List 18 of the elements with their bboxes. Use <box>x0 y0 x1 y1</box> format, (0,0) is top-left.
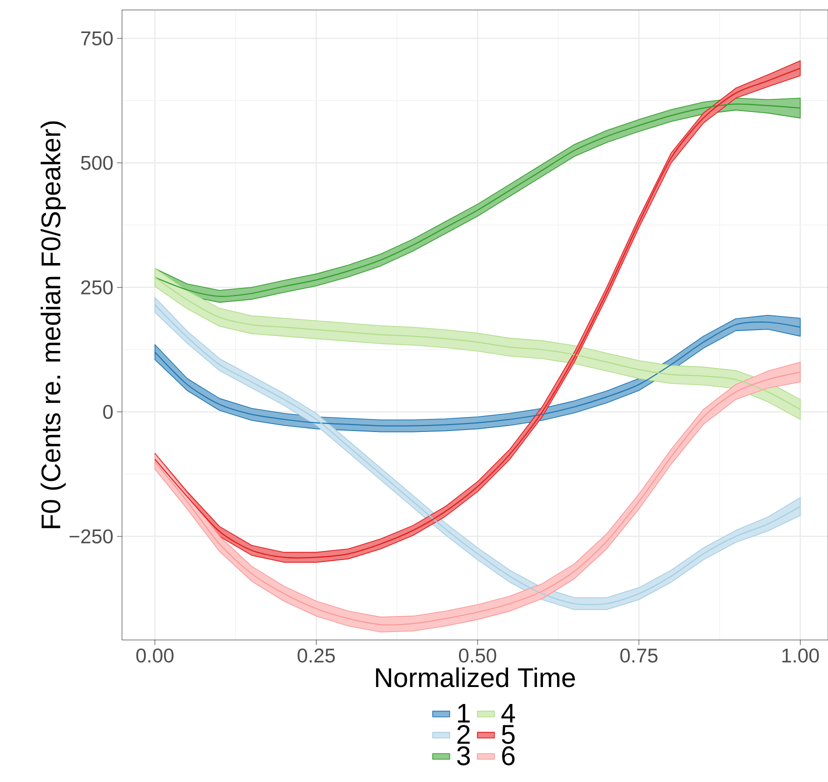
y-tick-label: 0 <box>103 404 113 419</box>
legend-label: 4 <box>501 704 515 723</box>
x-tick-label: 0.00 <box>136 648 174 663</box>
y-tick-label: 500 <box>81 156 113 170</box>
x-tick-label: 0.75 <box>620 648 658 663</box>
legend-label: 6 <box>502 746 515 766</box>
x-tick-label: 0.25 <box>298 648 335 663</box>
legend-label: 2 <box>457 725 470 744</box>
legend-label: 1 <box>458 704 470 723</box>
y-tick-label: 250 <box>81 280 113 294</box>
y-axis-title: F0 (Cents re. median F0/Speaker) <box>40 121 66 528</box>
legend-label: 3 <box>457 746 470 766</box>
y-tick-label: 750 <box>81 31 113 46</box>
legend-label: 5 <box>502 725 515 744</box>
x-tick-label: 0.50 <box>458 648 496 663</box>
x-tick-label: 1.00 <box>782 648 819 663</box>
y-tick-label: −250 <box>70 529 113 544</box>
x-axis-title: Normalized Time <box>376 667 575 688</box>
